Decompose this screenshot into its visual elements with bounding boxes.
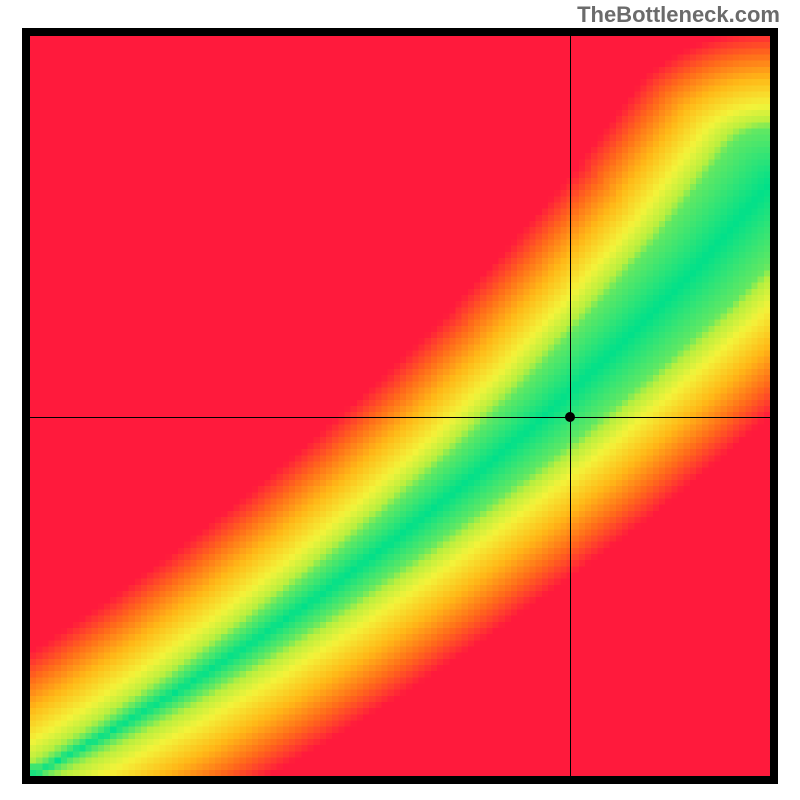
crosshair-vertical: [570, 36, 571, 776]
chart-container: TheBottleneck.com: [0, 0, 800, 800]
crosshair-point: [565, 412, 575, 422]
watermark-text: TheBottleneck.com: [577, 2, 780, 28]
bottleneck-heatmap: [30, 36, 770, 776]
crosshair-horizontal: [30, 417, 770, 418]
